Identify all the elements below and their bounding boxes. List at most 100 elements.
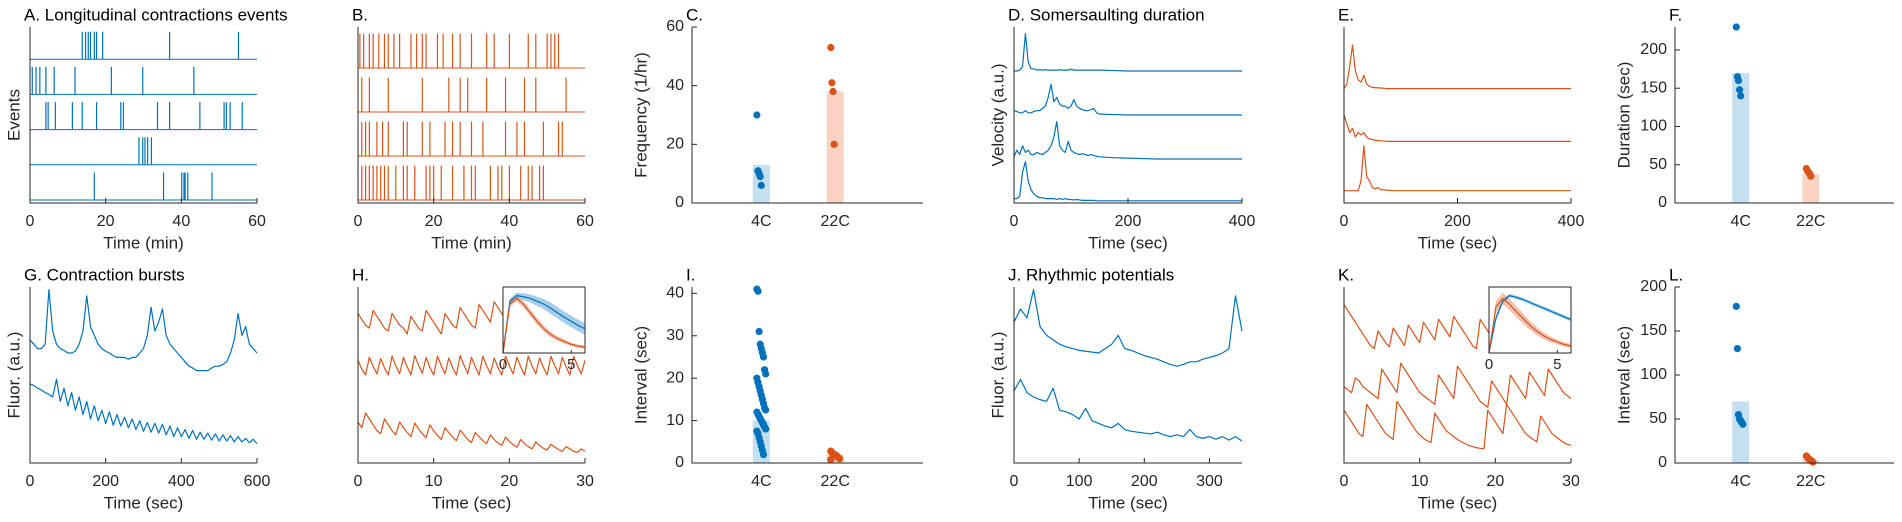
x-tick-label: 22C xyxy=(821,473,850,490)
x-axis-label: Time (sec) xyxy=(1088,493,1168,512)
x-tick-label: 30 xyxy=(1562,473,1580,490)
y-tick-label: 40 xyxy=(666,77,684,94)
x-tick-label: 22C xyxy=(1796,473,1825,490)
x-tick-label: 0 xyxy=(1010,213,1019,230)
x-tick-label: 60 xyxy=(248,213,266,230)
x-tick-label: 0 xyxy=(354,213,363,230)
y-tick-label: 0 xyxy=(1658,194,1667,211)
x-tick-label: 400 xyxy=(168,473,195,490)
trace xyxy=(1013,289,1243,367)
trace xyxy=(1343,44,1571,90)
inset-band xyxy=(1489,292,1571,353)
y-axis-label: Frequency (1/hr) xyxy=(631,52,650,178)
x-tick-label: 20 xyxy=(1486,473,1504,490)
data-point xyxy=(1739,420,1747,428)
x-axis-label: Time (sec) xyxy=(1418,493,1498,512)
trace xyxy=(1013,121,1242,160)
x-tick-label: 4C xyxy=(1730,473,1750,490)
data-point xyxy=(759,353,768,361)
y-axis-label: Duration (sec) xyxy=(1614,62,1633,169)
y-tick-label: 0 xyxy=(675,454,684,471)
data-point xyxy=(762,425,770,433)
data-point xyxy=(1807,172,1815,180)
y-tick-label: 40 xyxy=(666,285,684,302)
inset-x-tick-label: 0 xyxy=(1485,356,1493,373)
trace xyxy=(1344,145,1571,192)
data-point xyxy=(828,79,836,87)
x-tick-label: 0 xyxy=(1340,473,1349,490)
y-tick-label: 30 xyxy=(666,327,684,344)
axis-line xyxy=(29,27,257,204)
data-point xyxy=(1734,76,1743,85)
inset-x-tick-label: 0 xyxy=(499,356,507,373)
trace xyxy=(29,378,258,445)
y-tick-label: 20 xyxy=(666,136,684,153)
x-tick-label: 60 xyxy=(576,213,594,230)
data-point xyxy=(1809,458,1817,466)
x-tick-label: 600 xyxy=(244,473,271,490)
y-tick-label: 200 xyxy=(1640,41,1667,58)
panel-title: C. xyxy=(686,5,703,24)
x-tick-label: 40 xyxy=(500,213,518,230)
inset-x-tick-label: 5 xyxy=(1553,356,1561,373)
inset-trace xyxy=(1488,297,1572,354)
data-point xyxy=(757,181,765,189)
panel-title: D. Somersaulting duration xyxy=(1008,5,1205,24)
y-tick-label: 150 xyxy=(1640,322,1667,339)
x-tick-label: 200 xyxy=(1444,213,1471,230)
data-point xyxy=(836,455,844,463)
y-tick-label: 0 xyxy=(675,194,684,211)
data-point xyxy=(762,370,770,378)
data-point xyxy=(827,43,835,52)
y-tick-label: 50 xyxy=(1649,156,1667,173)
panel-title: E. xyxy=(1338,5,1354,24)
data-point xyxy=(1736,86,1744,94)
data-point xyxy=(830,140,838,148)
x-tick-label: 4C xyxy=(751,473,771,490)
panel-title: G. Contraction bursts xyxy=(24,265,185,284)
x-tick-label: 30 xyxy=(576,473,594,490)
x-tick-label: 40 xyxy=(172,213,190,230)
x-axis-label: Time (min) xyxy=(431,233,512,252)
trace xyxy=(1343,114,1571,142)
x-tick-label: 100 xyxy=(1066,473,1093,490)
data-point xyxy=(829,87,837,96)
inset-trace xyxy=(502,297,586,354)
panel-title: L. xyxy=(1669,265,1683,284)
y-tick-label: 0 xyxy=(1658,454,1667,471)
inset-band xyxy=(503,295,585,353)
x-tick-label: 10 xyxy=(1411,473,1429,490)
x-tick-label: 200 xyxy=(92,473,119,490)
inset-trace xyxy=(1488,295,1572,354)
x-tick-label: 20 xyxy=(500,473,518,490)
x-tick-label: 22C xyxy=(1796,213,1825,230)
data-point xyxy=(755,327,763,336)
x-tick-label: 400 xyxy=(1558,213,1585,230)
trace xyxy=(29,289,258,372)
axis-line xyxy=(1674,287,1894,464)
y-tick-label: 150 xyxy=(1640,79,1667,96)
trace xyxy=(1343,362,1572,408)
x-tick-label: 0 xyxy=(1010,473,1019,490)
y-tick-label: 50 xyxy=(1649,410,1667,427)
bar xyxy=(1802,173,1820,203)
axis-line xyxy=(1343,27,1571,204)
y-tick-label: 100 xyxy=(1640,366,1667,383)
trace xyxy=(1014,33,1242,72)
y-tick-label: 200 xyxy=(1640,278,1667,295)
x-tick-label: 20 xyxy=(97,213,115,230)
y-tick-label: 20 xyxy=(666,369,684,386)
x-axis-label: Time (sec) xyxy=(104,493,184,512)
data-point xyxy=(762,406,770,414)
panel-title: B. xyxy=(352,5,368,24)
x-axis-label: Time (sec) xyxy=(1088,233,1168,252)
inset-axis xyxy=(502,287,585,354)
x-tick-label: 200 xyxy=(1131,473,1158,490)
x-tick-label: 22C xyxy=(821,213,850,230)
trace xyxy=(1014,161,1242,202)
axis-line xyxy=(691,27,923,204)
trace xyxy=(357,412,586,454)
data-point xyxy=(756,173,764,181)
x-tick-label: 4C xyxy=(1730,213,1750,230)
